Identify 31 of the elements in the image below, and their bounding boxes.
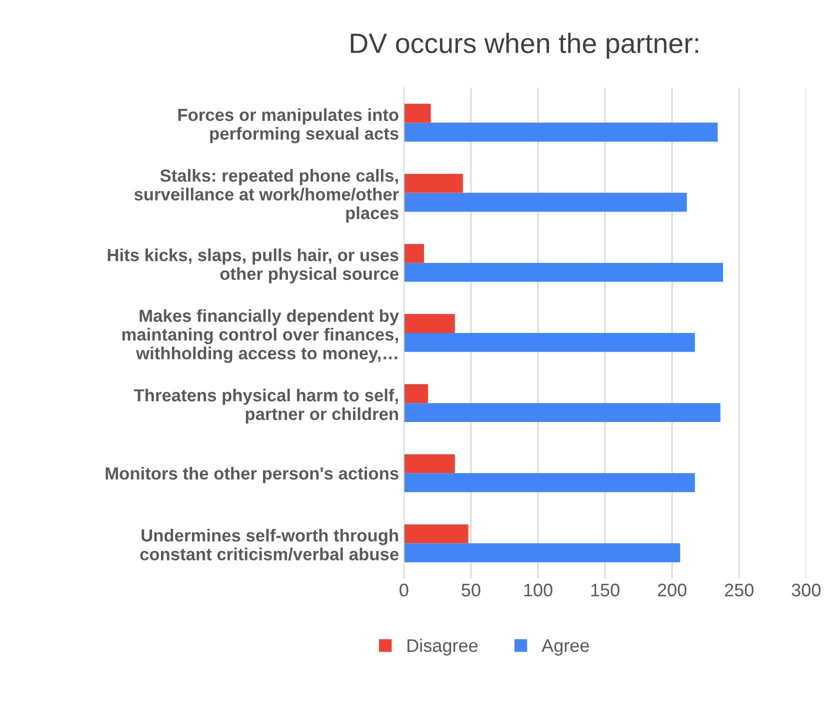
chart-title: DV occurs when the partner: xyxy=(350,32,698,59)
bar xyxy=(404,454,455,474)
x-tick-label: 0 xyxy=(400,584,408,596)
bar xyxy=(404,122,718,142)
x-tick-label: 150 xyxy=(591,584,620,596)
y-tick-label: Threatens physical harm to self, partner or children xyxy=(134,388,398,424)
y-tick-label: Undermines self-worth through constant criticism/verbal abuse xyxy=(140,528,398,561)
bar xyxy=(404,262,724,282)
x-tick-label: 100 xyxy=(524,584,552,596)
legend-label: Agree xyxy=(542,639,589,656)
x-tick-label: 300 xyxy=(792,584,821,596)
y-tick-label: Stalks: repeated phone calls, surveillance at work/home/other places xyxy=(134,169,399,223)
bar xyxy=(404,543,680,562)
y-tick-label: Forces or manipulates into performing sexual acts xyxy=(178,108,398,144)
x-tick-label: 200 xyxy=(658,584,686,596)
bar xyxy=(404,384,428,404)
bar xyxy=(404,192,687,212)
y-tick-label: Monitors the other person's actions xyxy=(106,466,398,484)
x-tick-label: 250 xyxy=(724,584,754,596)
legend-label: Disagree xyxy=(408,638,478,656)
bar xyxy=(404,403,720,422)
bar xyxy=(404,524,468,544)
y-tick-label: Makes financially dependent by maintaning control over finances, withholding access to money,… xyxy=(122,309,399,363)
bar xyxy=(404,104,431,123)
bar xyxy=(404,244,424,263)
bar xyxy=(404,314,455,333)
y-tick-label: Hits kicks, slaps, pulls hair, or uses other physical source xyxy=(108,248,398,284)
bar xyxy=(404,332,695,352)
bar xyxy=(404,174,463,193)
bar xyxy=(404,473,695,492)
x-tick-label: 50 xyxy=(462,584,480,596)
